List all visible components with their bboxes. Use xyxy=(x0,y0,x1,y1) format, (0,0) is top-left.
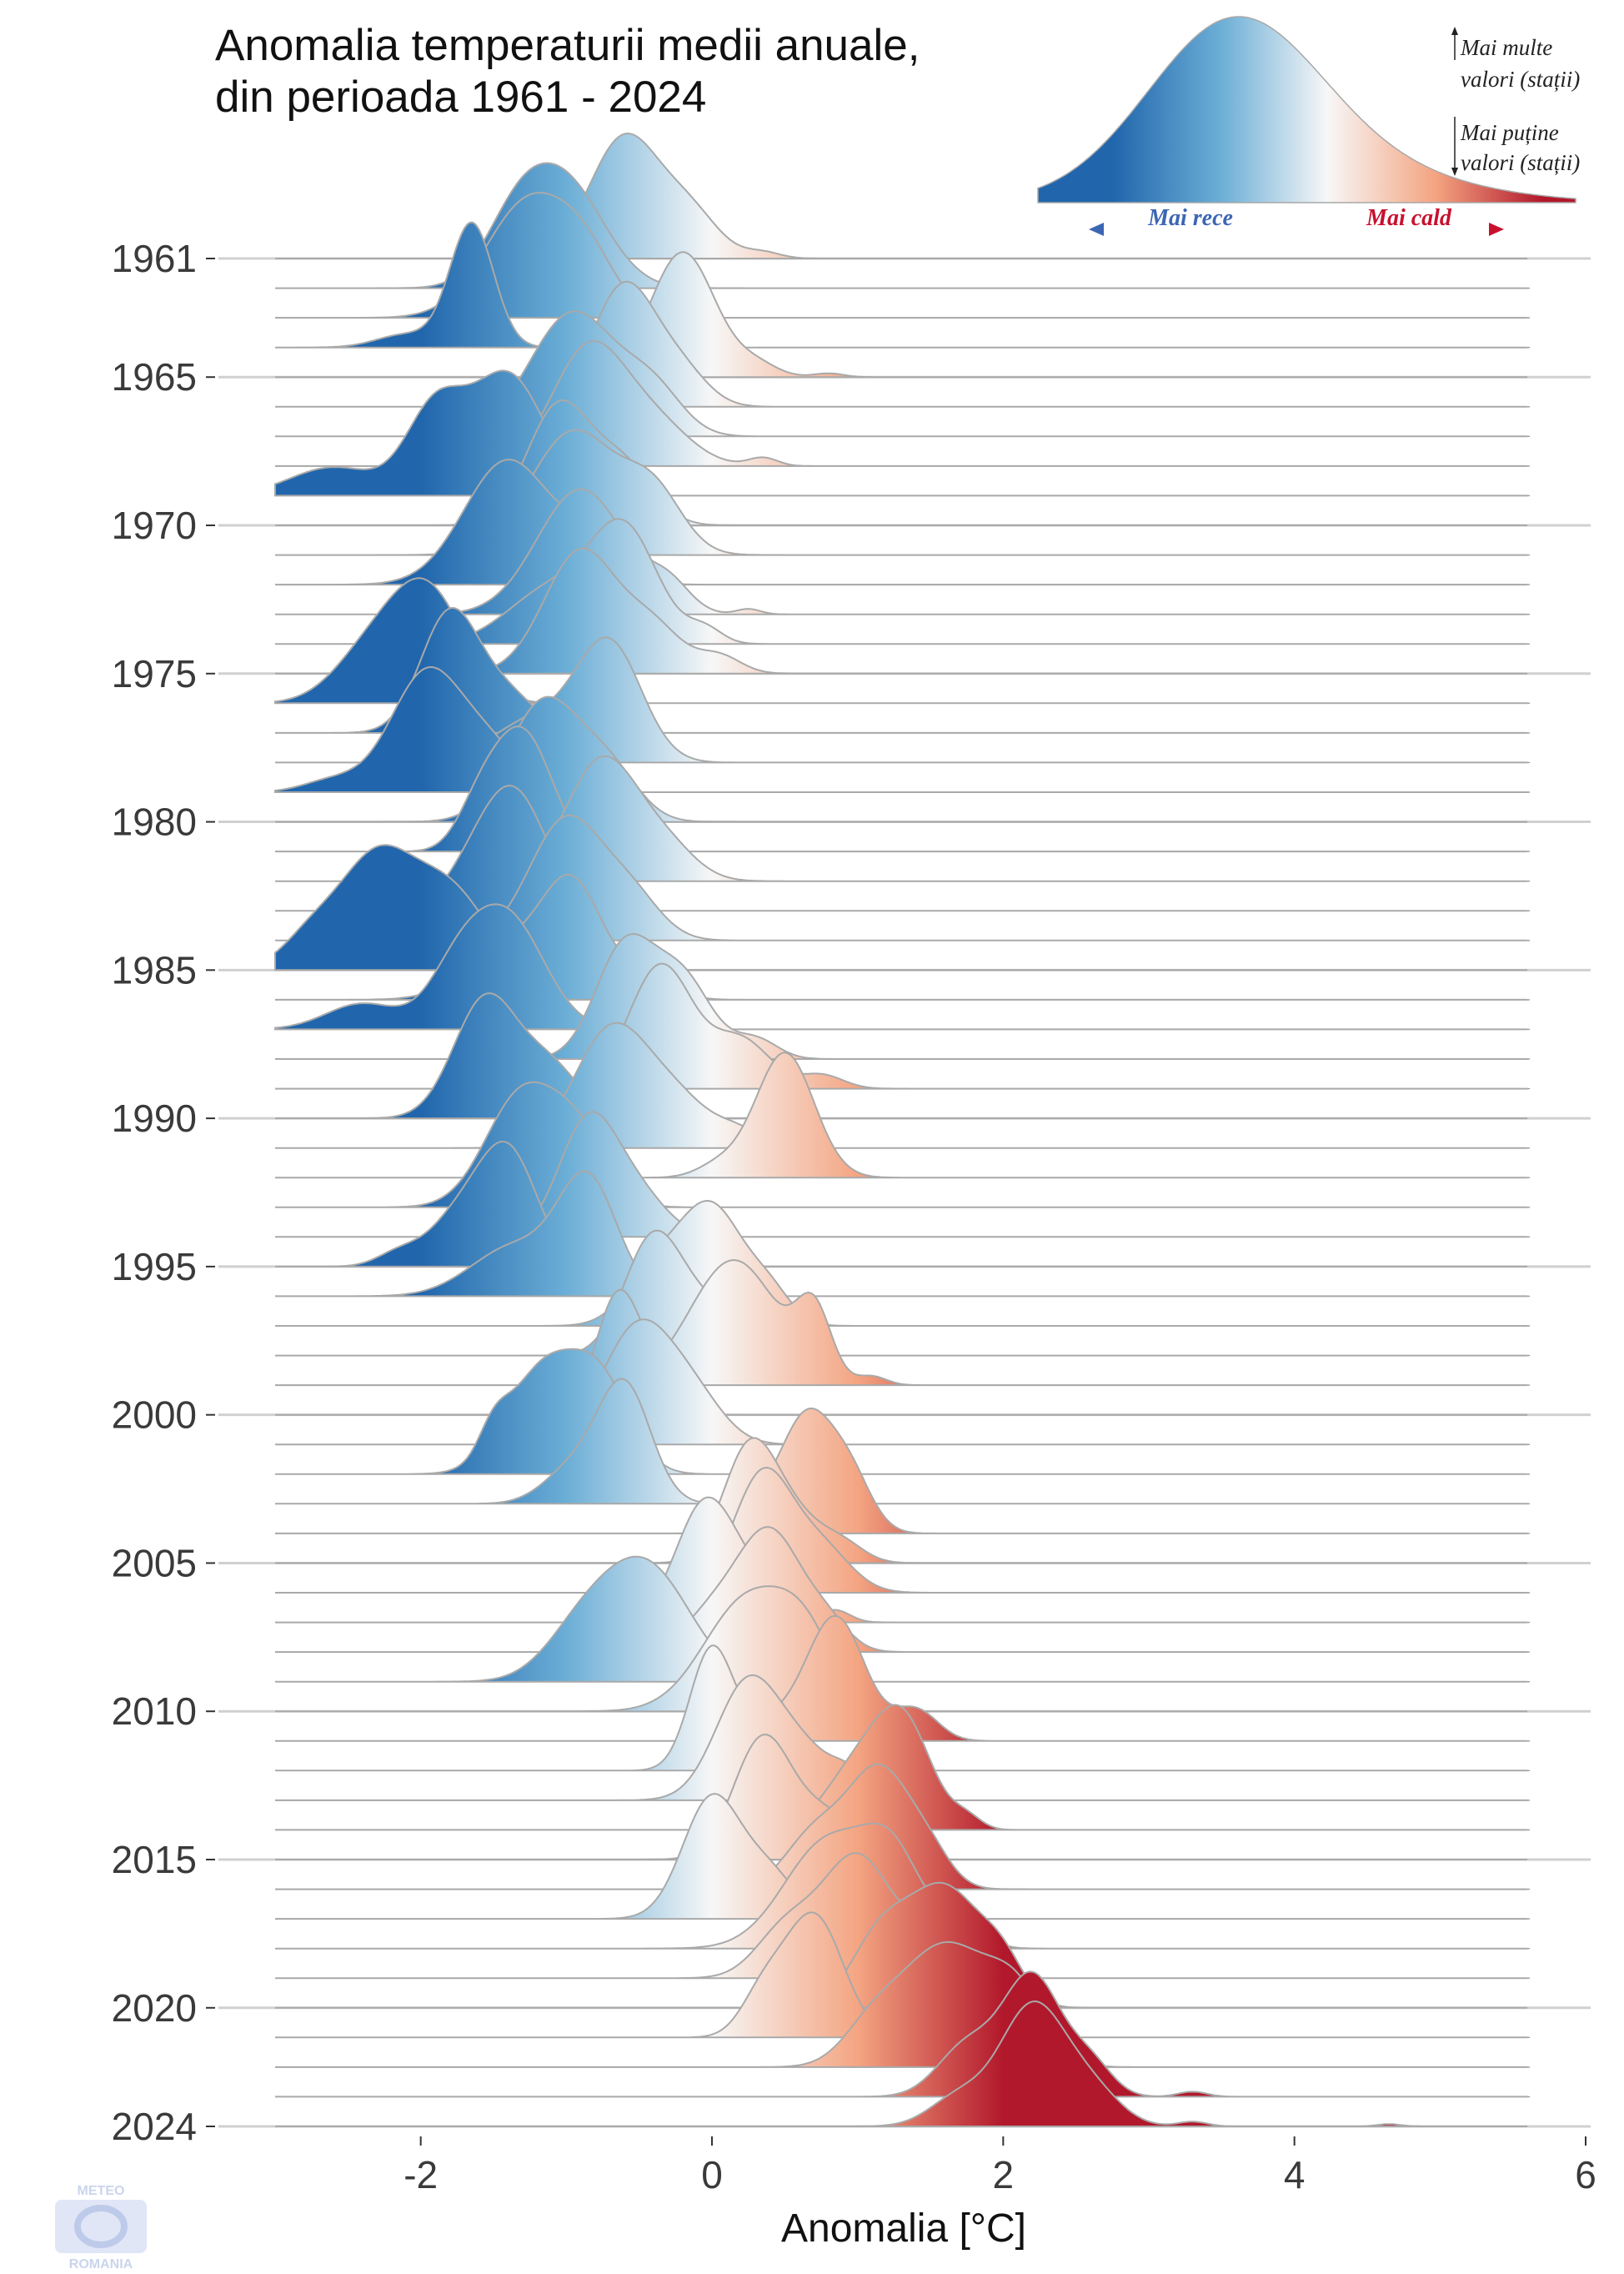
legend-fewer-values-line-1: Mai puține xyxy=(1460,120,1559,145)
legend-warmer-label: Mai cald xyxy=(1366,205,1452,231)
x-tick-label: 0 xyxy=(701,2153,723,2196)
y-tick-label: 1990 xyxy=(112,1097,197,1140)
y-tick-label: 2010 xyxy=(112,1689,197,1733)
ridge-1995 xyxy=(275,1140,1528,1268)
legend-more-values-line-2: valori (stații) xyxy=(1461,67,1580,92)
x-tick-label: 2 xyxy=(993,2153,1015,2196)
legend-warmer-arrow-head xyxy=(1489,223,1504,236)
logo-text-top: METEO xyxy=(78,2184,125,2198)
ridge-1969 xyxy=(274,369,1528,497)
ridge-2006 xyxy=(275,1466,1528,1594)
ridge-2000 xyxy=(275,1288,1528,1416)
ridge-1987 xyxy=(274,903,1528,1031)
y-axis: 1961 1965 1970 1975 1980 1985 1990 1995 2000 2005… xyxy=(112,237,215,2148)
y-tick-label: 2020 xyxy=(112,1986,197,2030)
x-tick-label: 6 xyxy=(1575,2153,1596,2196)
legend-density-curve xyxy=(1037,16,1576,203)
y-tick-label: 1965 xyxy=(112,355,197,399)
legend-more-values-line-1: Mai multe xyxy=(1460,35,1552,60)
y-tick-label: 2024 xyxy=(112,2105,197,2148)
ridge-2018 xyxy=(275,1822,1528,1950)
ridge-2016 xyxy=(275,1763,1528,1890)
ridges xyxy=(274,132,1528,2127)
chart-title-line-2: din perioada 1961 - 2024 xyxy=(215,73,706,122)
ridge-2001 xyxy=(275,1318,1528,1446)
y-tick-label: 1975 xyxy=(112,652,197,695)
y-tick-label: 2000 xyxy=(112,1393,197,1437)
x-tick-label: -2 xyxy=(403,2153,438,2196)
legend-down-arrow-head xyxy=(1451,168,1458,176)
legend-fewer-values-line-2: valori (stații) xyxy=(1461,150,1580,175)
ridge-2010 xyxy=(275,1585,1528,1713)
ridge-2014 xyxy=(275,1704,1528,1831)
y-tick-label: 2015 xyxy=(112,1838,197,1881)
y-tick-label: 1995 xyxy=(112,1245,197,1288)
y-tick-label: 1980 xyxy=(112,801,197,844)
y-tick-label: 1985 xyxy=(112,948,197,991)
ridge-2003 xyxy=(275,1378,1528,1505)
ridge-2007 xyxy=(275,1496,1528,1624)
ridge-2023 xyxy=(275,1970,1528,2098)
legend-up-arrow-head xyxy=(1451,27,1458,35)
logo-badge xyxy=(55,2200,147,2253)
y-tick-label: 2005 xyxy=(112,1541,197,1584)
ridge-1979 xyxy=(274,666,1528,793)
ridge-2002 xyxy=(275,1348,1528,1475)
ridge-2008 xyxy=(275,1526,1528,1654)
ridge-2004 xyxy=(275,1407,1528,1534)
ridge-1981 xyxy=(275,725,1528,853)
logo-text-bottom: ROMANIA xyxy=(69,2257,133,2271)
y-tick-label: 1961 xyxy=(112,237,197,280)
legend: Mai multe valori (stații) Mai puține val… xyxy=(1037,16,1580,236)
ridge-1990 xyxy=(275,992,1528,1120)
chart-title-line-1: Anomalia temperaturii medii anuale, xyxy=(215,21,920,70)
legend-colder-label: Mai rece xyxy=(1147,205,1233,231)
ridge-1964 xyxy=(275,221,1528,349)
legend-colder-arrow-head xyxy=(1089,223,1104,236)
y-tick-label: 1970 xyxy=(112,504,197,547)
ridge-1996 xyxy=(275,1170,1528,1298)
meteo-romania-logo: METEO ROMANIA xyxy=(55,2184,147,2271)
ridge-2020 xyxy=(275,1881,1528,2009)
ridge-2005 xyxy=(275,1437,1528,1564)
ridge-2024 xyxy=(275,2000,1528,2127)
x-axis-title: Anomalia [°C] xyxy=(781,2206,1026,2251)
ridge-1999 xyxy=(275,1259,1528,1387)
ridge-1997 xyxy=(275,1199,1528,1327)
ridge-2009 xyxy=(275,1555,1528,1683)
ridge-2022 xyxy=(275,1940,1528,2068)
x-tick-label: 4 xyxy=(1284,2153,1306,2196)
ridge-1998 xyxy=(275,1229,1528,1357)
logo-ring xyxy=(74,2205,128,2248)
x-axis: -2 0 2 4 6 xyxy=(403,2136,1596,2196)
ridge-1983 xyxy=(275,785,1528,912)
